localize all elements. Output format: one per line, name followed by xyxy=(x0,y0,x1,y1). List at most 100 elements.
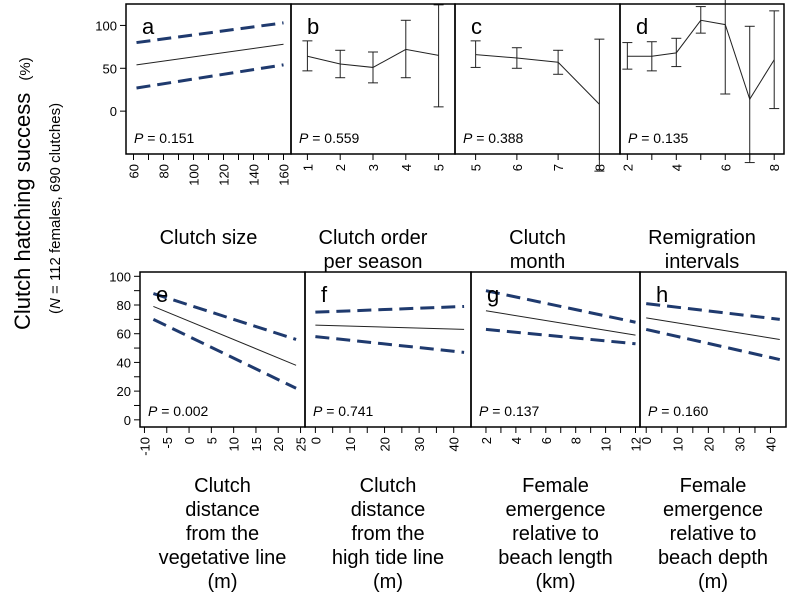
p-value-number: = 0.160 xyxy=(657,403,708,419)
p-value-a: P = 0.151 xyxy=(134,130,195,146)
x-axis-title-f-0: Clutch xyxy=(360,475,417,497)
x-tick-label-e-3: 5 xyxy=(204,437,219,444)
error-bar-b-5 xyxy=(433,4,444,108)
ci-lower-a xyxy=(136,63,284,90)
x-tick-label-e-2: 0 xyxy=(182,437,197,444)
mean-line-c xyxy=(475,54,600,105)
panel-label-c: c xyxy=(471,14,482,39)
x-axis-title-c-0: Clutch xyxy=(509,227,566,249)
y-axis-title-main: Clutch hatching success xyxy=(10,93,35,330)
x-axis-title-g-4: (km) xyxy=(536,571,576,593)
x-tick-label-c-0: 5 xyxy=(469,164,484,171)
p-value-symbol: P xyxy=(479,403,489,419)
p-value-symbol: P xyxy=(463,130,473,146)
y-axis-subtitle-rest: = 112 females, 690 clutches) xyxy=(47,103,64,298)
ci-lower-e xyxy=(152,318,297,390)
x-axis-title-d-0: Remigration xyxy=(648,227,756,249)
x-axis-title-e-1: distance xyxy=(185,499,260,521)
panel-label-e: e xyxy=(156,282,168,307)
p-value-g: P = 0.137 xyxy=(479,403,540,419)
y-axis-title-text: Clutch hatching success (%) xyxy=(10,57,35,330)
x-tick-label-e-5: 15 xyxy=(249,437,264,451)
panel-label-a: a xyxy=(142,14,155,39)
ci-lower-h xyxy=(645,327,781,362)
x-tick-label-h-4: 40 xyxy=(763,437,778,451)
x-axis-title-h-3: beach depth xyxy=(658,547,768,569)
ci-upper-f xyxy=(315,304,465,314)
panel-label-b: b xyxy=(307,14,319,39)
x-axis-title-h-0: Female xyxy=(680,475,747,497)
x-axis-title-e-2: from the xyxy=(186,523,259,545)
p-value-b: P = 0.559 xyxy=(299,130,360,146)
fit-line-e xyxy=(153,305,297,366)
panel-label-f: f xyxy=(321,282,328,307)
y-axis-title: Clutch hatching success (%) (N = 112 fem… xyxy=(10,57,64,330)
p-value-number: = 0.559 xyxy=(308,130,359,146)
x-tick-label-d-2: 6 xyxy=(718,164,733,171)
x-axis-title-g-3: beach length xyxy=(498,547,613,569)
p-value-number: = 0.151 xyxy=(143,130,194,146)
y-axis-title-unit: (%) xyxy=(17,57,34,80)
y-axis-subtitle-open: ( xyxy=(47,309,64,314)
error-bar-d-4 xyxy=(671,37,682,68)
p-value-symbol: P xyxy=(628,130,638,146)
x-axis-title-h-2: relative to xyxy=(670,523,757,545)
p-value-e: P = 0.002 xyxy=(148,403,209,419)
x-axis-title-g-0: Female xyxy=(522,475,589,497)
p-value-number: = 0.388 xyxy=(472,130,523,146)
p-value-number: = 0.137 xyxy=(488,403,539,419)
x-tick-label-h-0: 0 xyxy=(639,437,654,444)
panel-frame-d xyxy=(619,3,785,155)
x-tick-label-g-0: 2 xyxy=(479,437,494,444)
x-tick-label-h-3: 30 xyxy=(732,437,747,451)
x-tick-label-a-2: 100 xyxy=(187,164,202,186)
p-value-h: P = 0.160 xyxy=(648,403,709,419)
x-axis-title-b-0: Clutch order xyxy=(319,227,428,249)
x-tick-label-f-3: 30 xyxy=(412,437,427,451)
x-axis-title-e-3: vegetative line xyxy=(159,547,287,569)
error-bar-d-3 xyxy=(646,41,657,72)
x-axis-title-f-1: distance xyxy=(351,499,426,521)
error-bar-c-6 xyxy=(511,47,522,69)
x-tick-label-b-4: 5 xyxy=(432,164,447,171)
error-bar-d-5 xyxy=(695,6,706,34)
p-value-number: = 0.002 xyxy=(157,403,208,419)
y-tick-label-e-3: 60 xyxy=(117,327,131,342)
ci-upper-g xyxy=(485,289,636,324)
x-tick-label-a-1: 80 xyxy=(157,164,172,178)
x-tick-label-g-5: 12 xyxy=(629,437,644,451)
x-tick-label-e-1: -5 xyxy=(160,437,175,449)
error-bar-c-5 xyxy=(470,40,481,68)
p-value-symbol: P xyxy=(134,130,144,146)
x-axis-title-d-1: intervals xyxy=(665,251,739,273)
error-bar-b-2 xyxy=(335,49,346,79)
x-tick-label-h-1: 10 xyxy=(670,437,685,451)
x-tick-label-c-1: 6 xyxy=(510,164,525,171)
ci-lower-g xyxy=(485,327,636,346)
ci-upper-h xyxy=(646,302,780,321)
x-tick-label-g-1: 4 xyxy=(509,437,524,444)
x-tick-label-g-3: 8 xyxy=(569,437,584,444)
x-tick-label-g-4: 10 xyxy=(599,437,614,451)
ci-upper-e xyxy=(152,292,297,341)
x-tick-label-g-2: 6 xyxy=(539,437,554,444)
x-tick-label-e-4: 10 xyxy=(227,437,242,451)
error-bar-b-3 xyxy=(368,51,378,84)
fit-line-f xyxy=(315,324,465,330)
error-bar-c-7 xyxy=(553,49,564,75)
x-tick-label-c-2: 7 xyxy=(551,164,566,171)
x-tick-label-b-1: 2 xyxy=(333,164,348,171)
ci-upper-a xyxy=(136,21,284,45)
x-tick-label-f-4: 40 xyxy=(447,437,462,451)
panel-a: 0 50 100 60 80 100 120 140 160 a P = 0.151 Clutch s… xyxy=(95,3,292,249)
p-value-number: = 0.741 xyxy=(322,403,373,419)
y-tick-label-a-0: 0 xyxy=(110,104,117,119)
x-tick-label-f-1: 10 xyxy=(343,437,358,451)
x-tick-label-d-3: 8 xyxy=(767,164,782,171)
error-bar-b-1 xyxy=(302,40,313,72)
x-tick-label-a-5: 160 xyxy=(277,164,292,186)
p-value-c: P = 0.388 xyxy=(463,130,524,146)
